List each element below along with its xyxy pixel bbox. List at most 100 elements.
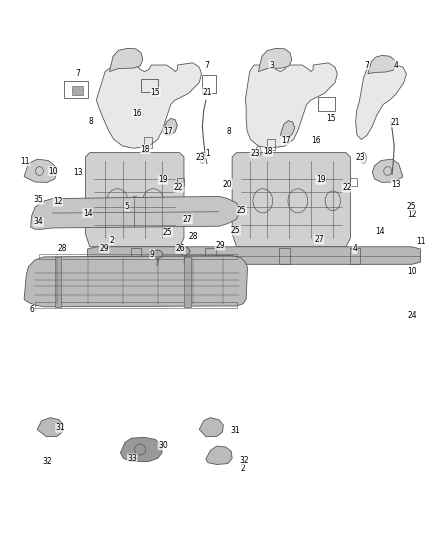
Text: 11: 11	[416, 237, 425, 246]
Text: 20: 20	[223, 180, 233, 189]
Text: 25: 25	[231, 226, 240, 235]
Bar	[177, 179, 184, 187]
Text: 32: 32	[42, 457, 52, 466]
Text: 7: 7	[205, 61, 210, 69]
Text: 4: 4	[394, 61, 399, 69]
Text: 17: 17	[163, 127, 173, 136]
Text: 17: 17	[281, 136, 290, 145]
Polygon shape	[206, 446, 232, 464]
Bar	[184, 257, 191, 307]
Text: 9: 9	[150, 250, 155, 259]
Text: 32: 32	[240, 456, 249, 465]
Text: 25: 25	[406, 201, 416, 211]
Polygon shape	[85, 152, 184, 247]
Text: 8: 8	[89, 117, 93, 126]
Polygon shape	[356, 63, 406, 140]
Bar	[318, 98, 335, 110]
Text: 22: 22	[342, 183, 352, 192]
Text: 7: 7	[75, 69, 81, 78]
Text: 28: 28	[57, 244, 67, 253]
Text: 34: 34	[34, 217, 43, 227]
Bar	[72, 86, 83, 95]
Text: 10: 10	[49, 166, 58, 175]
Text: 11: 11	[21, 157, 30, 166]
Bar	[131, 248, 141, 264]
Polygon shape	[232, 152, 350, 247]
Text: 35: 35	[34, 196, 43, 205]
Text: 14: 14	[375, 227, 385, 236]
Text: 27: 27	[183, 215, 192, 224]
Polygon shape	[31, 197, 239, 229]
Bar	[279, 248, 290, 264]
Polygon shape	[163, 118, 177, 135]
Text: 31: 31	[56, 423, 65, 432]
Text: 23: 23	[196, 154, 205, 163]
Polygon shape	[372, 159, 403, 182]
Text: 16: 16	[132, 109, 141, 118]
Bar	[267, 140, 275, 150]
Text: 1: 1	[206, 149, 210, 158]
Polygon shape	[96, 63, 201, 148]
Polygon shape	[88, 247, 420, 264]
Text: 33: 33	[127, 454, 137, 463]
Text: 14: 14	[83, 208, 92, 217]
Text: 10: 10	[407, 267, 417, 276]
Bar	[350, 248, 360, 264]
Text: 8: 8	[226, 127, 231, 136]
Text: 18: 18	[141, 144, 150, 154]
Polygon shape	[24, 255, 247, 307]
Text: 21: 21	[390, 118, 400, 127]
Text: 15: 15	[326, 114, 336, 123]
Text: 25: 25	[163, 228, 173, 237]
Text: 29: 29	[215, 241, 225, 250]
Polygon shape	[24, 159, 57, 182]
Text: 30: 30	[158, 441, 168, 450]
Bar	[144, 138, 152, 148]
Text: 27: 27	[314, 235, 324, 244]
Polygon shape	[245, 63, 337, 148]
Text: 24: 24	[408, 311, 417, 320]
Text: 7: 7	[364, 61, 370, 69]
Polygon shape	[258, 49, 292, 71]
Text: 26: 26	[176, 245, 185, 254]
Text: 13: 13	[391, 180, 401, 189]
Polygon shape	[152, 250, 163, 259]
Text: 23: 23	[355, 154, 365, 163]
Text: 2: 2	[110, 236, 114, 245]
Text: 29: 29	[99, 244, 109, 253]
Bar	[202, 75, 216, 93]
Text: 25: 25	[237, 206, 247, 215]
Bar	[141, 79, 158, 92]
Bar	[64, 81, 88, 98]
Polygon shape	[280, 120, 295, 138]
Text: 23: 23	[250, 149, 260, 158]
Text: 3: 3	[269, 61, 274, 69]
Polygon shape	[180, 247, 190, 255]
Bar	[350, 179, 357, 187]
Text: 4: 4	[352, 245, 357, 254]
Text: 19: 19	[158, 175, 168, 184]
Polygon shape	[110, 49, 143, 71]
Text: 28: 28	[189, 232, 198, 241]
Text: 21: 21	[202, 87, 212, 96]
Text: 16: 16	[311, 136, 321, 145]
Text: 13: 13	[73, 168, 83, 177]
Text: 6: 6	[29, 305, 34, 314]
Polygon shape	[120, 437, 162, 462]
Bar	[205, 248, 216, 264]
Bar	[35, 302, 237, 308]
Text: 5: 5	[124, 201, 130, 211]
Polygon shape	[37, 418, 64, 437]
Text: 15: 15	[151, 87, 160, 96]
Polygon shape	[199, 418, 223, 437]
Bar	[55, 257, 61, 307]
Text: 12: 12	[407, 211, 417, 219]
Text: 31: 31	[231, 426, 240, 435]
Text: 19: 19	[316, 175, 325, 184]
Bar	[39, 254, 237, 259]
Text: 22: 22	[174, 183, 184, 192]
Text: 12: 12	[53, 197, 63, 206]
Polygon shape	[368, 55, 396, 74]
Text: 2: 2	[241, 464, 245, 473]
Text: 18: 18	[263, 147, 273, 156]
